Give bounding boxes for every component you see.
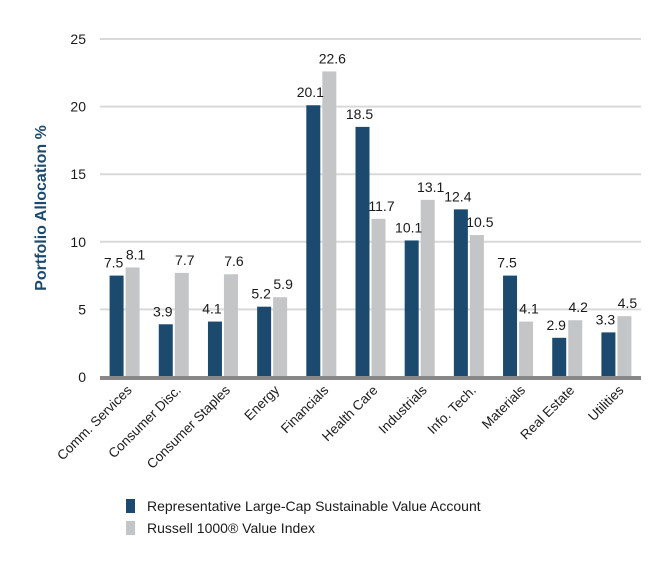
bar-index <box>371 218 386 377</box>
bar-account <box>109 275 124 377</box>
data-label-account: 7.5 <box>104 255 124 271</box>
bar-account <box>503 275 518 377</box>
bar-account <box>453 209 468 377</box>
legend-item-account: Representative Large-Cap Sustainable Val… <box>126 495 481 517</box>
y-tick-label: 25 <box>70 31 86 47</box>
legend-label-account: Representative Large-Cap Sustainable Val… <box>147 498 481 514</box>
bars <box>109 71 632 378</box>
legend-swatch-index <box>126 521 135 535</box>
bar-index <box>519 321 534 377</box>
gridlines <box>100 38 641 311</box>
y-tick-label: 10 <box>70 234 86 250</box>
y-tick-label: 5 <box>78 301 86 317</box>
bar-account <box>207 321 222 377</box>
data-label-index: 7.6 <box>224 253 244 269</box>
bar-index <box>223 274 238 377</box>
legend-item-index: Russell 1000® Value Index <box>126 517 481 539</box>
data-label-index: 5.9 <box>273 276 293 292</box>
bar-index <box>420 199 435 377</box>
category-label: Consumer Staples <box>144 382 233 471</box>
data-label-account: 12.4 <box>444 188 471 204</box>
bar-account <box>355 126 370 377</box>
data-label-account: 3.9 <box>153 303 173 319</box>
bar-account <box>601 332 616 377</box>
bar-account <box>404 240 419 377</box>
data-label-index: 4.2 <box>568 299 588 315</box>
data-label-account: 20.1 <box>297 84 324 100</box>
bar-index <box>617 316 632 377</box>
y-axis-label: Portfolio Allocation % <box>33 125 50 291</box>
data-label-index: 7.7 <box>175 252 195 268</box>
bar-account <box>552 337 567 377</box>
bar-account <box>158 324 173 377</box>
data-label-index: 22.6 <box>319 50 346 66</box>
y-tick-label: 15 <box>70 166 86 182</box>
category-label: Energy <box>241 382 282 423</box>
legend-label-index: Russell 1000® Value Index <box>147 520 316 536</box>
bar-index <box>273 297 288 377</box>
bar-account <box>257 306 272 377</box>
data-label-index: 8.1 <box>126 246 146 262</box>
data-label-index: 4.5 <box>618 295 638 311</box>
bar-index <box>174 272 189 377</box>
data-label-index: 4.1 <box>519 301 539 317</box>
data-label-account: 2.9 <box>546 317 566 333</box>
category-label: Industrials <box>376 382 430 436</box>
x-axis-line <box>100 376 641 380</box>
bar-index <box>322 71 337 377</box>
data-label-index: 10.5 <box>466 214 493 230</box>
data-label-account: 3.3 <box>596 311 616 327</box>
data-label-account: 18.5 <box>346 106 373 122</box>
legend-swatch-account <box>126 499 135 513</box>
y-tick-label: 20 <box>70 99 86 115</box>
category-label: Info. Tech. <box>425 383 479 437</box>
category-label: Materials <box>479 382 529 432</box>
y-tick-label: 0 <box>78 369 86 385</box>
data-labels: 7.58.13.97.74.17.65.25.920.122.618.511.7… <box>104 50 637 332</box>
data-label-account: 7.5 <box>497 255 517 271</box>
category-label: Utilities <box>585 382 627 424</box>
bar-index <box>469 235 484 377</box>
bar-index <box>125 267 140 377</box>
bar-index <box>568 320 583 377</box>
data-label-account: 10.1 <box>395 219 422 235</box>
legend: Representative Large-Cap Sustainable Val… <box>126 495 481 539</box>
y-axis-ticks: 0 5 10 15 20 25 <box>70 31 86 385</box>
data-label-account: 4.1 <box>202 301 222 317</box>
bar-account <box>306 105 321 378</box>
data-label-account: 5.2 <box>251 286 271 302</box>
data-label-index: 11.7 <box>368 198 394 214</box>
data-label-index: 13.1 <box>417 179 444 195</box>
